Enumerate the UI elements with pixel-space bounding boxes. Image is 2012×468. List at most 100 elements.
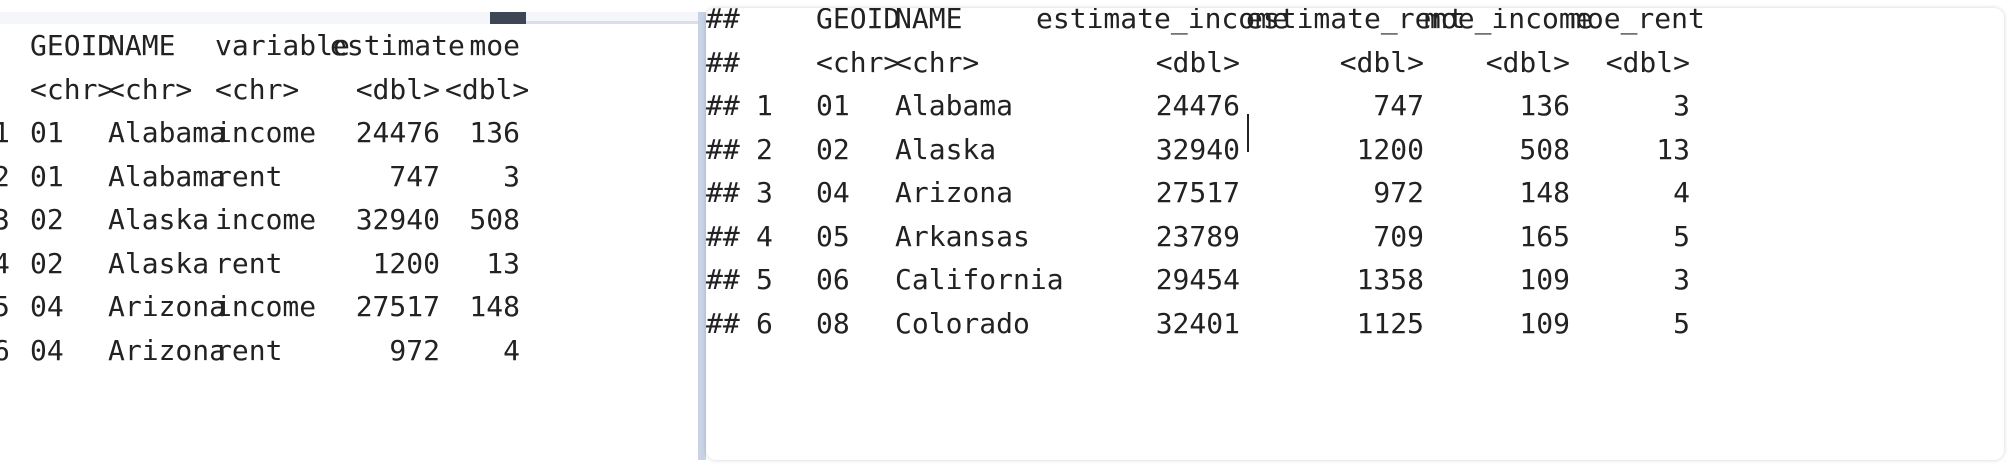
column-type-geoid: <chr>: [30, 72, 115, 106]
cell-geoid: 01: [30, 159, 64, 193]
comment-prefix: ##: [706, 132, 740, 166]
row-index: 2: [756, 132, 773, 166]
cell-geoid: 04: [30, 333, 64, 367]
table-row: ## 1 01 Alabama 24476 747 136 3: [706, 86, 2004, 126]
column-header-moe: moe: [469, 29, 520, 62]
cell-geoid: 04: [816, 176, 850, 209]
comment-prefix: ##: [706, 219, 740, 253]
cell-estimate_rent: 709: [1373, 219, 1424, 253]
cell-estimate_rent: 1358: [1356, 263, 1424, 296]
comment-prefix: ##: [706, 45, 740, 79]
cell-geoid: 04: [30, 290, 64, 323]
cell-moe_rent: 13: [1656, 132, 1690, 166]
cell-moe: 508: [469, 203, 520, 236]
column-type-moe: <dbl>: [445, 72, 530, 106]
cell-name: Arizona: [108, 333, 227, 367]
cell-moe: 4: [503, 333, 520, 367]
window-top-strip: [0, 12, 698, 24]
cell-name: California: [895, 263, 1064, 296]
comment-prefix: ##: [706, 8, 740, 35]
cell-moe_income: 109: [1519, 306, 1570, 340]
column-header-moe_rent: moe_rent: [1570, 8, 1705, 35]
column-header-geoid: GEOID: [30, 29, 115, 62]
column-type-moe_income: <dbl>: [1485, 45, 1570, 79]
comment-prefix: ##: [706, 176, 740, 209]
cell-estimate_rent: 1125: [1356, 306, 1424, 340]
column-type-estimate_rent: <dbl>: [1339, 45, 1424, 79]
table-row: ## 5 06 California 29454 1358 109 3: [706, 260, 2004, 300]
cell-geoid: 02: [30, 246, 64, 280]
cell-geoid: 08: [816, 306, 850, 340]
column-type-estimate: <dbl>: [355, 72, 440, 106]
cell-name: Arkansas: [895, 219, 1030, 253]
column-type-moe_rent: <dbl>: [1605, 45, 1690, 79]
cell-estimate_income: 32401: [1155, 306, 1240, 340]
row-index: 2: [0, 157, 13, 197]
table-row: ## 6 08 Colorado 32401 1125 109 5: [706, 304, 2004, 344]
table-row: ## 3 04 Arizona 27517 972 148 4: [706, 173, 2004, 213]
cell-estimate: 972: [389, 333, 440, 367]
table-row: ## 2 02 Alaska 32940 1200 508 13: [706, 130, 2004, 170]
table-header-row: GEOID NAME variable estimate moe: [0, 26, 698, 66]
cell-geoid: 02: [816, 132, 850, 166]
column-header-name: NAME: [895, 8, 963, 35]
row-index: 4: [0, 244, 13, 284]
cell-geoid: 06: [816, 263, 850, 296]
cell-variable: rent: [215, 333, 283, 367]
cell-variable: rent: [215, 246, 283, 280]
cell-moe: 148: [469, 290, 520, 323]
comment-prefix: ##: [706, 263, 740, 296]
cell-name: Colorado: [895, 306, 1030, 340]
cell-estimate_rent: 972: [1373, 176, 1424, 209]
cell-moe: 136: [469, 116, 520, 149]
cell-variable: income: [215, 290, 317, 323]
cell-moe_rent: 3: [1673, 263, 1690, 296]
column-header-geoid: GEOID: [816, 8, 901, 35]
cell-estimate_income: 23789: [1155, 219, 1240, 253]
wide-format-table-panel: ## GEOID NAME estimate_income estimate_rent m…: [706, 8, 2004, 460]
table-type-row: <chr> <chr> <chr> <dbl> <dbl>: [0, 70, 698, 110]
table-header-row: ## GEOID NAME estimate_income estimate_rent m…: [706, 8, 2004, 39]
column-type-name: <chr>: [895, 45, 980, 79]
cell-moe_rent: 4: [1673, 176, 1690, 209]
cell-estimate: 1200: [372, 246, 440, 280]
cell-geoid: 02: [30, 203, 64, 236]
row-index: 3: [756, 176, 773, 209]
row-index: 5: [756, 263, 773, 296]
table-type-row: ## <chr> <chr> <dbl> <dbl> <dbl> <dbl>: [706, 43, 2004, 83]
column-header-estimate: estimate: [330, 29, 465, 62]
cell-estimate_rent: 747: [1373, 89, 1424, 122]
cell-moe: 13: [486, 246, 520, 280]
cell-estimate_income: 32940: [1155, 132, 1240, 166]
cell-name: Alabama: [108, 159, 227, 193]
column-type-name: <chr>: [108, 72, 193, 106]
column-header-variable: variable: [215, 29, 350, 62]
table-row: ## 4 05 Arkansas 23789 709 165 5: [706, 217, 2004, 257]
cell-name: Arizona: [895, 176, 1014, 209]
cell-variable: income: [215, 203, 317, 236]
cell-estimate_income: 29454: [1155, 263, 1240, 296]
cell-name: Alaska: [108, 246, 210, 280]
cell-geoid: 01: [30, 116, 64, 149]
cell-variable: rent: [215, 159, 283, 193]
cell-geoid: 05: [816, 219, 850, 253]
text-cursor: [1247, 114, 1249, 152]
cell-estimate_income: 24476: [1155, 89, 1240, 122]
cell-name: Alabama: [108, 116, 227, 149]
cell-estimate: 32940: [355, 203, 440, 236]
cell-name: Alaska: [895, 132, 997, 166]
cell-moe_income: 148: [1519, 176, 1570, 209]
cell-moe_income: 109: [1519, 263, 1570, 296]
row-index: 5: [0, 287, 13, 327]
cell-estimate: 27517: [355, 290, 440, 323]
row-index: 3: [0, 200, 13, 240]
window-tab: [490, 12, 526, 24]
row-index: 1: [0, 113, 13, 153]
cell-moe_income: 136: [1519, 89, 1570, 122]
